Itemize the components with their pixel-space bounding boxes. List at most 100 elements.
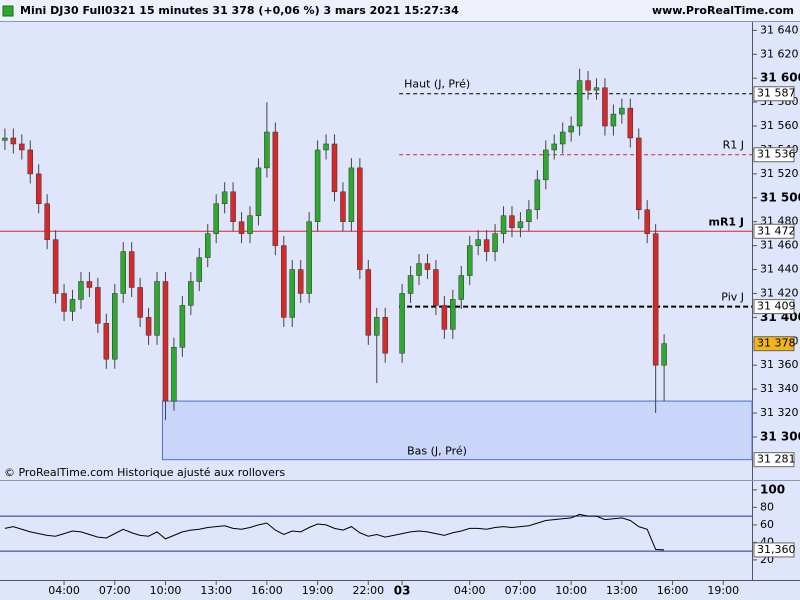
candle-body <box>103 323 110 360</box>
candle-body <box>585 80 591 91</box>
candle-body <box>475 239 481 246</box>
candle-body <box>610 113 617 127</box>
candle-body <box>61 293 67 312</box>
x-tick-label: 07:00 <box>99 584 131 597</box>
x-tick-label: 04:00 <box>454 584 486 597</box>
x-tick-label: 22:00 <box>352 584 384 597</box>
candle-body <box>466 245 473 276</box>
candle-body <box>179 305 186 348</box>
candle-body <box>407 275 414 294</box>
candle-body <box>128 251 135 288</box>
header-site[interactable]: www.ProRealTime.com <box>652 4 794 17</box>
x-tick-label: 07:00 <box>505 584 537 597</box>
candle-body <box>483 239 490 252</box>
level-label: Piv J <box>721 291 744 304</box>
x-tick-label: 19:00 <box>302 584 334 597</box>
x-tick-label: 13:00 <box>606 584 638 597</box>
candle-body <box>365 269 372 336</box>
y-tick-label: 31 460 <box>760 239 799 252</box>
candle-body <box>238 221 245 234</box>
candle-body <box>357 167 363 270</box>
candle-body <box>196 257 203 282</box>
y-tick-label: 31 320 <box>760 406 799 419</box>
y-tick-label: 80 <box>760 500 774 513</box>
candle-body <box>416 263 422 276</box>
candle-body <box>433 269 439 306</box>
candle-body <box>534 179 541 210</box>
x-tick-label: 10:00 <box>150 584 182 597</box>
y-tick-label: 31 620 <box>760 47 799 60</box>
candle-body <box>568 125 574 133</box>
level-axis-label-box <box>753 86 795 102</box>
x-tick-label: 04:00 <box>48 584 80 597</box>
candle-body <box>221 191 228 205</box>
level-label: mR1 J <box>708 215 744 228</box>
candle-body <box>382 317 388 354</box>
candle-body <box>204 233 211 258</box>
candle-body <box>95 287 101 324</box>
level-axis-label: 31 536 <box>757 148 796 161</box>
y-tick-label: 100 <box>760 482 785 496</box>
indicator-line <box>4 513 665 551</box>
level-axis-label: 31 587 <box>757 87 796 100</box>
candle-body <box>272 131 279 246</box>
candle-body <box>213 203 219 234</box>
candle-body <box>526 209 532 222</box>
x-tick-label: 16:00 <box>657 584 689 597</box>
level-label: R1 J <box>723 139 744 152</box>
last-price-label: 31 378 <box>757 337 796 350</box>
y-tick-label: 31 420 <box>760 286 799 299</box>
candle-body <box>492 233 498 252</box>
candle-body <box>619 107 625 115</box>
candle-body <box>348 167 355 222</box>
candle-body <box>19 143 25 151</box>
candle-body <box>306 221 312 294</box>
candle-body <box>112 293 118 360</box>
last-price-label-box <box>753 336 795 352</box>
y-tick-label: 60 <box>760 518 774 531</box>
candle-body <box>374 317 380 336</box>
candle-body <box>52 239 59 294</box>
candle-body <box>644 209 650 234</box>
candle-body <box>517 221 524 228</box>
level-label: Bas (J, Pré) <box>407 445 467 458</box>
candle-body <box>441 305 448 330</box>
level-axis-label-box <box>753 452 795 468</box>
watermark: © ProRealTime.com Historique ajusté aux … <box>4 466 285 479</box>
candle-body <box>154 281 160 336</box>
support-zone <box>161 400 753 461</box>
level-axis-label: 31 281 <box>757 453 796 466</box>
level-axis-label: 31 409 <box>757 300 796 313</box>
candle-body <box>627 107 634 139</box>
level-label: Haut (J, Pré) <box>404 78 470 91</box>
y-tick-label: 31 360 <box>760 358 799 371</box>
y-tick-label: 31 340 <box>760 382 799 395</box>
candle-body <box>289 269 295 318</box>
candle-body <box>450 299 456 330</box>
candle-body <box>297 269 304 294</box>
y-tick-label: 31 640 <box>760 23 799 36</box>
y-tick-label: 31 500 <box>760 190 800 204</box>
candle-body <box>188 281 194 306</box>
y-tick-label: 31 600 <box>760 71 800 85</box>
level-axis-label: 31 472 <box>757 224 796 237</box>
candle-body <box>44 203 50 240</box>
candle-body <box>543 149 549 181</box>
header-icon <box>2 5 14 17</box>
candle-body <box>424 263 431 270</box>
x-tick-label: 13:00 <box>200 584 232 597</box>
indicator-last-label: 31,360 <box>757 543 796 556</box>
header-bar <box>0 0 800 21</box>
candle-body <box>559 131 566 145</box>
candle-body <box>27 149 34 175</box>
candle-body <box>661 343 667 366</box>
level-axis-label-box <box>753 147 795 163</box>
candle-body <box>86 281 93 288</box>
candle-body <box>281 245 287 318</box>
level-axis-label-box <box>753 223 795 239</box>
candle-body <box>323 143 329 151</box>
y-tick-label: 31 560 <box>760 119 799 132</box>
candle-body <box>137 287 143 318</box>
x-tick-label: 16:00 <box>251 584 283 597</box>
